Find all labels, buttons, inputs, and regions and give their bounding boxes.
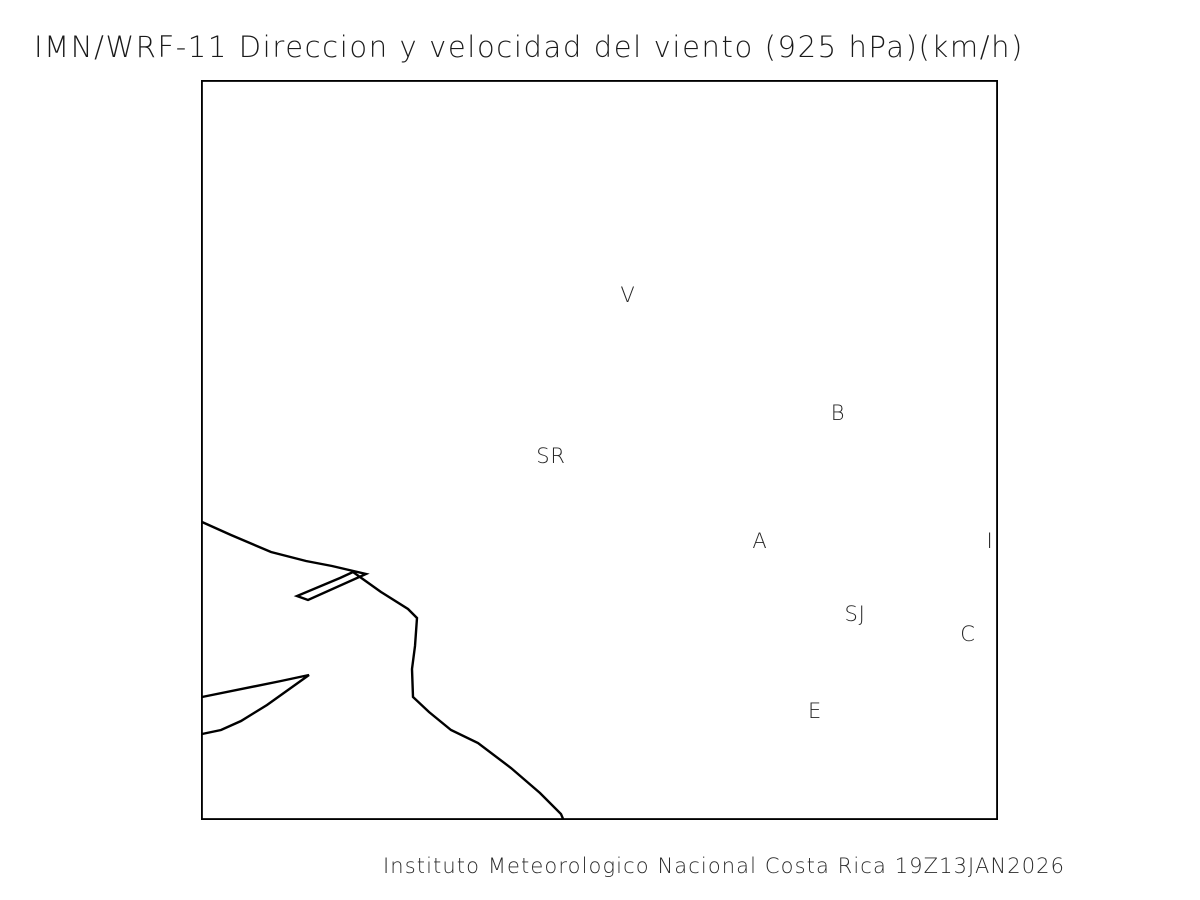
map-svg (201, 80, 998, 820)
coastline-inlet (201, 673, 310, 736)
footer-credit: Instituto Meteorologico Nacional Costa R… (383, 854, 1066, 878)
map-plot-area: V B SR A I SJ C E (201, 80, 998, 820)
station-label-sr: SR (536, 444, 566, 468)
station-label-a: A (752, 529, 768, 553)
coastline-main (201, 520, 565, 820)
station-label-i: I (986, 529, 994, 553)
station-label-c: C (960, 622, 976, 646)
station-label-sj: SJ (844, 602, 866, 626)
station-label-e: E (807, 699, 823, 723)
station-label-b: B (830, 401, 846, 425)
map-frame-border (201, 80, 998, 820)
station-label-v: V (620, 283, 636, 307)
page-title: IMN/WRF-11 Direccion y velocidad del vie… (34, 30, 1024, 64)
